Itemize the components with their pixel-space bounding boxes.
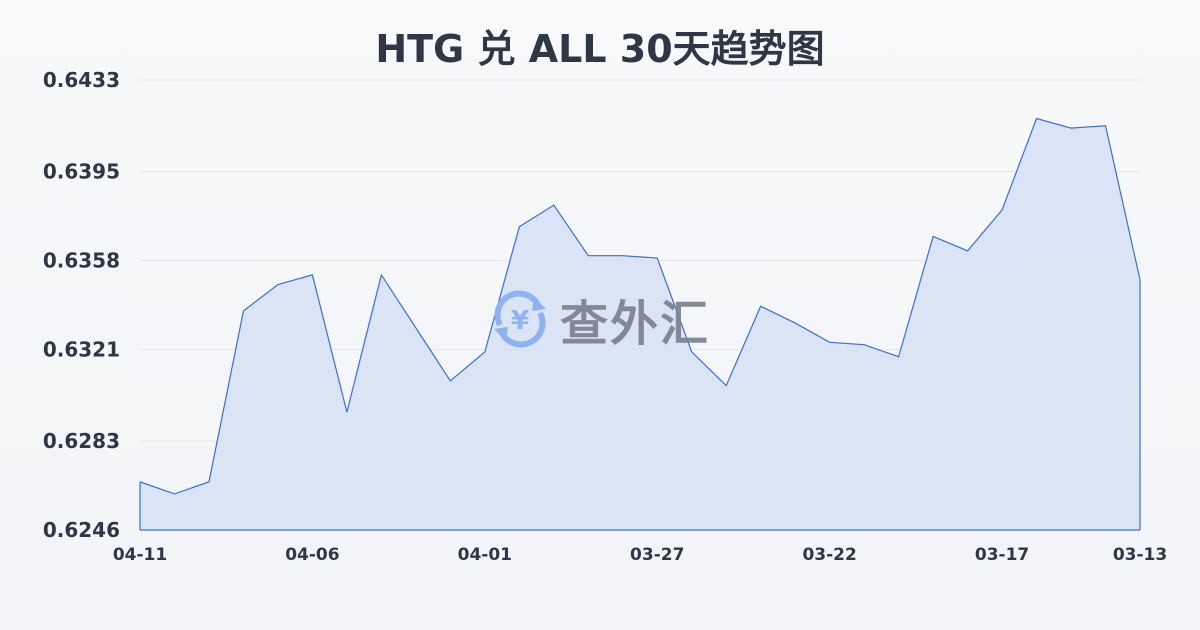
data-point — [552, 204, 555, 207]
data-point — [1139, 278, 1142, 281]
chart-title: HTG 兑 ALL 30天趋势图 — [375, 27, 825, 71]
data-point — [242, 310, 245, 313]
x-tick-label: 03-27 — [630, 545, 684, 565]
data-point — [897, 355, 900, 358]
data-point — [725, 384, 728, 387]
data-point — [276, 283, 279, 286]
data-point — [139, 480, 142, 483]
data-point — [863, 343, 866, 346]
data-point — [483, 350, 486, 353]
x-tick-label: 04-11 — [113, 545, 167, 565]
y-tick-label: 0.6433 — [43, 68, 120, 92]
watermark-text: 查外汇 — [560, 296, 711, 352]
watermark: ¥ 查外汇 — [490, 284, 710, 354]
data-point — [345, 411, 348, 414]
data-point — [173, 492, 176, 495]
y-tick-label: 0.6283 — [43, 429, 120, 453]
data-point — [414, 326, 417, 329]
x-tick-label: 04-01 — [458, 545, 512, 565]
area-fill — [140, 118, 1140, 530]
data-point — [518, 225, 521, 228]
data-point — [380, 273, 383, 276]
yen-exchange-icon: ¥ — [494, 290, 546, 348]
data-point — [449, 379, 452, 382]
data-point — [966, 249, 969, 252]
data-point — [932, 235, 935, 238]
x-tick-label: 03-13 — [1113, 545, 1167, 565]
data-point — [759, 305, 762, 308]
y-tick-label: 0.6321 — [43, 338, 120, 362]
data-point — [1070, 127, 1073, 130]
data-point — [794, 322, 797, 325]
data-point — [621, 254, 624, 257]
series-line — [139, 117, 1141, 495]
svg-text:¥: ¥ — [511, 306, 529, 336]
x-tick-label: 04-06 — [285, 545, 339, 565]
y-tick-label: 0.6358 — [43, 248, 120, 272]
data-point — [587, 254, 590, 257]
y-tick-label: 0.6246 — [43, 518, 120, 542]
data-point — [207, 480, 210, 483]
data-point — [311, 273, 314, 276]
x-tick-label: 03-22 — [802, 545, 856, 565]
data-point — [1104, 124, 1107, 127]
data-point — [1035, 117, 1038, 120]
data-point — [1001, 208, 1004, 211]
y-tick-label: 0.6395 — [43, 159, 120, 183]
x-tick-label: 03-17 — [975, 545, 1029, 565]
data-point — [828, 341, 831, 344]
data-point — [656, 257, 659, 260]
